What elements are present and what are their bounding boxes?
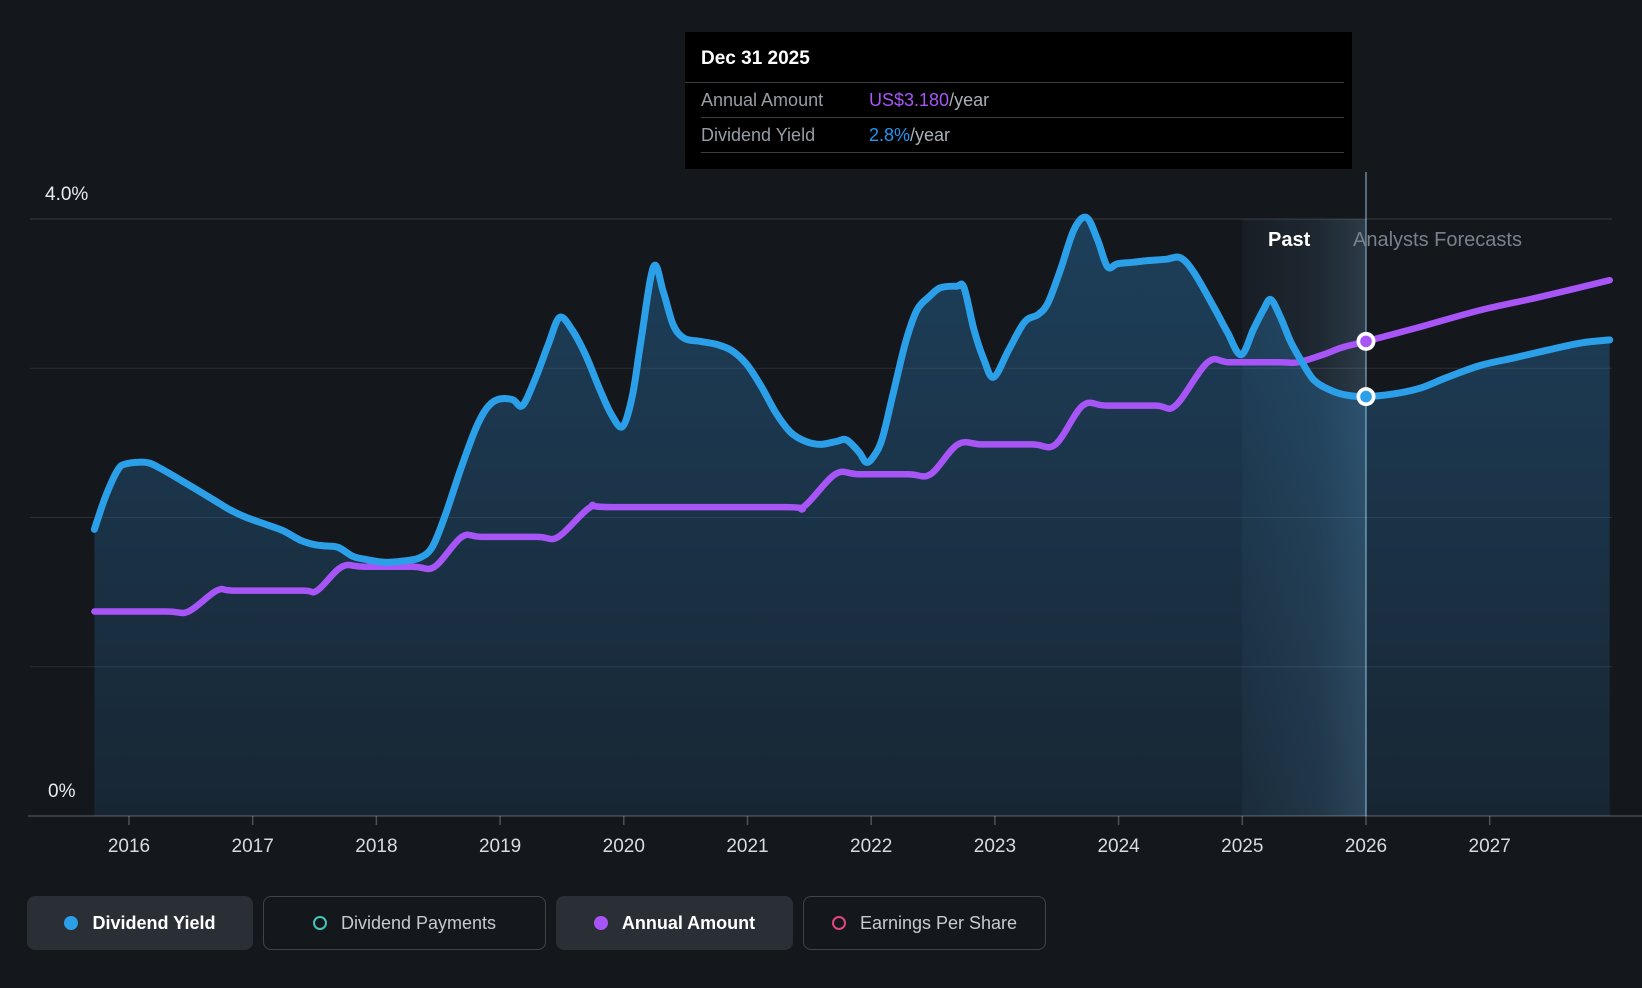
x-axis-label-2016: 2016 <box>107 836 151 857</box>
x-axis-label-2019: 2019 <box>478 836 522 857</box>
dividend-yield-area <box>94 217 1610 816</box>
x-axis-label-2026: 2026 <box>1344 836 1388 857</box>
legend-label: Annual Amount <box>621 912 756 933</box>
tooltip-label: Annual Amount <box>701 89 824 110</box>
legend-button-dividend-yield[interactable]: Dividend Yield <box>27 896 253 950</box>
legend-label: Dividend Yield <box>92 912 216 933</box>
annual-amount-line <box>91 276 1613 617</box>
tooltip-label: Dividend Yield <box>701 124 816 145</box>
x-axis-label-2021: 2021 <box>726 836 769 857</box>
y-axis-label-top: 4.0% <box>45 184 89 205</box>
tooltip-row-dividend-yield: Dividend Yield 2.8%/year <box>701 118 1344 153</box>
y-axis-label-bottom: 0% <box>48 781 76 802</box>
tooltip-suffix: /year <box>949 89 990 110</box>
earnings-per-share-ring-icon <box>831 916 846 930</box>
x-axis-label-2027: 2027 <box>1468 836 1511 857</box>
legend-button-dividend-payments[interactable]: Dividend Payments <box>263 896 546 950</box>
dividend-yield-line <box>90 213 1614 566</box>
x-axis-label-2022: 2022 <box>850 836 893 857</box>
dividend-payments-ring-icon <box>312 916 327 930</box>
x-axis-label-2025: 2025 <box>1221 836 1264 857</box>
x-axis-label-2023: 2023 <box>973 836 1017 857</box>
analysts-forecasts-label: Analysts Forecasts <box>1353 229 1522 251</box>
dividend-yield-marker[interactable] <box>1360 390 1372 403</box>
tooltip-suffix: /year <box>910 124 951 145</box>
chart-tooltip: Dec 31 2025 Annual Amount US$3.180/year … <box>685 32 1352 169</box>
past-label: Past <box>1268 229 1311 251</box>
annual-amount-marker[interactable] <box>1360 335 1372 348</box>
annual-amount-dot-icon <box>593 916 608 930</box>
x-axis: 2016 2017 2018 2019 2020 2021 2022 2023 2024 2025… <box>0 836 1642 862</box>
tooltip-row-annual-amount: Annual Amount US$3.180/year <box>701 83 1344 118</box>
x-axis-label-2018: 2018 <box>355 836 398 857</box>
x-axis-label-2017: 2017 <box>231 836 274 857</box>
legend-label: Dividend Payments <box>340 912 497 933</box>
legend-label: Earnings Per Share <box>859 912 1018 933</box>
tooltip-date: Dec 31 2025 <box>685 32 1344 83</box>
dividend-yield-dot-icon <box>64 916 79 930</box>
tooltip-value-dividend-yield: 2.8% <box>869 124 911 145</box>
tooltip-value-annual-amount: US$3.180 <box>869 89 950 110</box>
legend-button-annual-amount[interactable]: Annual Amount <box>556 896 793 950</box>
x-axis-label-2020: 2020 <box>602 836 645 857</box>
legend-button-earnings-per-share[interactable]: Earnings Per Share <box>803 896 1046 950</box>
chart-legend: Dividend Yield Dividend Payments Annual … <box>27 896 1046 950</box>
x-axis-label-2024: 2024 <box>1097 836 1140 857</box>
